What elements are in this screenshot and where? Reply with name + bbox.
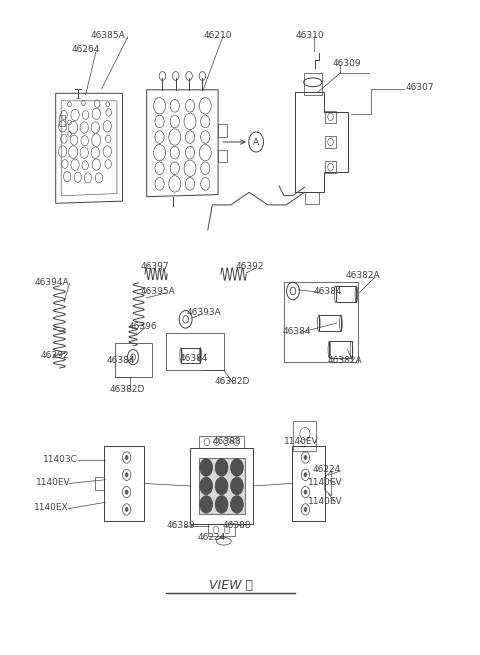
Text: 46210: 46210 [203, 31, 232, 39]
Bar [336, 286, 356, 303]
Text: 46392: 46392 [41, 350, 70, 360]
Bar [218, 149, 228, 162]
Circle shape [200, 477, 213, 495]
Text: 1140EV: 1140EV [308, 477, 343, 487]
Text: 46396: 46396 [129, 322, 157, 331]
Text: 46310: 46310 [295, 31, 324, 39]
Bar [329, 341, 351, 358]
Circle shape [215, 458, 228, 476]
Text: 46307: 46307 [406, 83, 434, 92]
Text: 46388: 46388 [223, 521, 251, 530]
Circle shape [125, 507, 129, 512]
Bar [166, 333, 224, 370]
Text: 1140EV: 1140EV [36, 477, 71, 487]
Bar [115, 343, 153, 377]
Circle shape [200, 458, 213, 476]
Circle shape [303, 472, 307, 477]
Bar [60, 115, 65, 126]
Bar [303, 73, 322, 95]
Bar [305, 193, 319, 204]
Text: 46382A: 46382A [327, 356, 362, 365]
Text: 46382D: 46382D [215, 377, 250, 386]
Text: A: A [253, 138, 259, 147]
Bar [181, 348, 200, 363]
Text: 46395A: 46395A [141, 286, 176, 295]
Bar [293, 421, 316, 451]
Text: 1140EX: 1140EX [34, 503, 68, 512]
Text: 46384: 46384 [314, 286, 342, 295]
Text: 1140EV: 1140EV [308, 496, 343, 506]
Text: 46384: 46384 [107, 356, 135, 365]
Text: 46388: 46388 [212, 438, 241, 447]
Circle shape [215, 496, 228, 514]
Text: VIEW Ⓐ: VIEW Ⓐ [209, 579, 253, 592]
Text: 11403C: 11403C [43, 455, 78, 464]
Bar [325, 111, 336, 123]
Text: 46384: 46384 [179, 354, 208, 364]
Circle shape [230, 496, 243, 514]
Circle shape [200, 496, 213, 514]
Text: 46382A: 46382A [346, 271, 381, 280]
Bar [199, 458, 245, 514]
Bar [292, 446, 325, 521]
Circle shape [303, 489, 307, 495]
Text: 46224: 46224 [313, 465, 341, 474]
Bar [284, 282, 359, 362]
Circle shape [230, 458, 243, 476]
Circle shape [125, 489, 129, 495]
Circle shape [230, 477, 243, 495]
Bar [208, 524, 235, 536]
Text: 46394A: 46394A [35, 278, 70, 287]
Bar [325, 161, 336, 174]
Text: 46224: 46224 [198, 533, 226, 542]
Text: 46384: 46384 [282, 327, 311, 336]
Text: 1140EV: 1140EV [284, 438, 318, 447]
Circle shape [303, 455, 307, 460]
Bar [200, 436, 244, 447]
Text: 46393A: 46393A [187, 308, 222, 317]
Bar [319, 315, 341, 331]
Bar [104, 446, 144, 521]
Bar [218, 124, 228, 137]
Text: 46397: 46397 [141, 262, 169, 271]
Text: 46382D: 46382D [110, 384, 145, 394]
Circle shape [303, 507, 307, 512]
Text: 46264: 46264 [72, 45, 100, 54]
Text: 46392: 46392 [235, 262, 264, 271]
Circle shape [125, 455, 129, 460]
Text: 46389: 46389 [166, 521, 195, 530]
Circle shape [125, 472, 129, 477]
Text: 46309: 46309 [332, 59, 361, 68]
Bar [325, 136, 336, 148]
Circle shape [215, 477, 228, 495]
Bar [190, 448, 253, 524]
Text: 46385A: 46385A [90, 31, 125, 39]
